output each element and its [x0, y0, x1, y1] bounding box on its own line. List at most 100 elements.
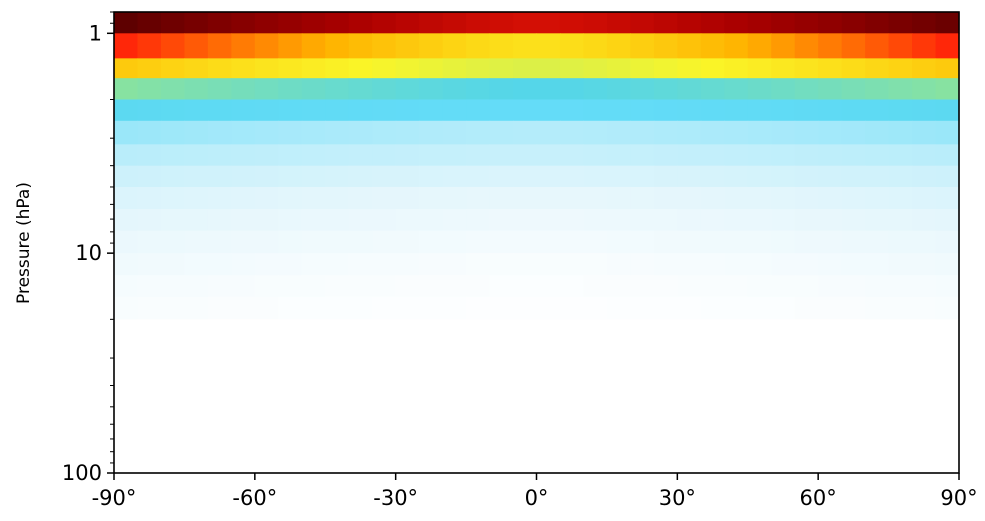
heatmap-cell	[301, 58, 326, 79]
heatmap-cell	[747, 144, 772, 167]
heatmap-cell	[466, 120, 491, 145]
heatmap-cell	[865, 296, 890, 320]
heatmap-cell	[395, 99, 420, 122]
heatmap-cell	[184, 275, 209, 298]
heatmap-cell	[466, 253, 491, 276]
heatmap-cell	[513, 120, 538, 145]
heatmap-cell	[466, 209, 491, 232]
heatmap-cell	[935, 165, 960, 188]
heatmap-cell	[184, 120, 209, 145]
heatmap-cell	[184, 165, 209, 188]
heatmap-cell	[348, 253, 373, 276]
heatmap-cell	[606, 296, 631, 320]
heatmap-cell	[559, 99, 585, 122]
heatmap-cell	[677, 165, 702, 188]
heatmap-cell	[888, 12, 913, 34]
heatmap-cell	[677, 253, 702, 276]
heatmap-cell	[559, 165, 585, 188]
heatmap-cell	[606, 78, 631, 101]
heatmap-cell	[700, 99, 725, 122]
heatmap-cell	[442, 33, 467, 59]
heatmap-cell	[395, 275, 420, 298]
heatmap-cell	[912, 186, 937, 210]
heatmap-cell	[747, 209, 772, 232]
heatmap-cell	[653, 58, 678, 79]
heatmap-cell	[724, 99, 749, 122]
heatmap-cell	[818, 230, 843, 254]
heatmap-cell	[325, 296, 350, 320]
heatmap-cell	[254, 230, 279, 254]
heatmap-cell	[184, 253, 209, 276]
heatmap-cell	[818, 275, 843, 298]
heatmap-cell	[935, 120, 960, 145]
heatmap-cell	[207, 209, 232, 232]
heatmap-cell	[747, 186, 772, 210]
heatmap-cell	[372, 230, 397, 254]
heatmap-cell	[489, 230, 514, 254]
heatmap-cell	[466, 296, 491, 320]
heatmap-cell	[606, 144, 631, 167]
heatmap-cell	[771, 275, 796, 298]
heatmap-cell	[677, 58, 702, 79]
heatmap-cell	[865, 186, 890, 210]
heatmap-cell	[536, 144, 561, 167]
heatmap-cell	[301, 296, 326, 320]
heatmap-cell	[489, 296, 514, 320]
heatmap-cell	[841, 58, 866, 79]
heatmap-cell	[395, 230, 420, 254]
heatmap-cell	[301, 33, 326, 59]
heatmap-cell	[442, 144, 467, 167]
heatmap-cell	[184, 230, 209, 254]
heatmap-cell	[677, 12, 702, 34]
heatmap-cell	[818, 253, 843, 276]
heatmap-cell	[419, 165, 444, 188]
heatmap-cell	[583, 209, 608, 232]
heatmap-cell	[935, 33, 960, 59]
heatmap-cell	[794, 120, 819, 145]
heatmap-cell	[114, 58, 139, 79]
heatmap-cell	[489, 144, 514, 167]
heatmap-cell	[559, 78, 585, 101]
heatmap-cell	[912, 144, 937, 167]
heatmap-cell	[466, 165, 491, 188]
heatmap-cell	[231, 319, 256, 474]
x-tick-label: 60°	[800, 486, 837, 510]
heatmap-cell	[513, 12, 538, 34]
heatmap-cell	[583, 186, 608, 210]
heatmap-cell	[630, 319, 655, 474]
heatmap-cell	[325, 12, 350, 34]
heatmap-cell	[325, 165, 350, 188]
heatmap-cell	[935, 12, 960, 34]
heatmap-cell	[841, 253, 866, 276]
heatmap-cell	[513, 144, 538, 167]
heatmap-cell	[724, 230, 749, 254]
heatmap-cell	[818, 99, 843, 122]
heatmap-cell	[419, 144, 444, 167]
heatmap-cell	[254, 12, 279, 34]
heatmap-cell	[747, 12, 772, 34]
heatmap-cell	[724, 275, 749, 298]
heatmap-cell	[536, 230, 561, 254]
heatmap-cell	[559, 33, 585, 59]
heatmap-cell	[653, 209, 678, 232]
heatmap-cell	[653, 120, 678, 145]
heatmap-cell	[771, 209, 796, 232]
heatmap-cell	[559, 186, 585, 210]
heatmap-cell	[254, 253, 279, 276]
heatmap-cell	[700, 275, 725, 298]
heatmap-cell	[442, 186, 467, 210]
heatmap-cell	[160, 144, 186, 167]
heatmap-cell	[630, 33, 655, 59]
heatmap-cell	[630, 230, 655, 254]
heatmap-cell	[865, 99, 890, 122]
heatmap-cell	[559, 230, 585, 254]
heatmap-cell	[419, 253, 444, 276]
heatmap-cell	[794, 253, 819, 276]
heatmap-cell	[700, 12, 725, 34]
heatmap-cell	[630, 120, 655, 145]
heatmap-cell	[935, 296, 960, 320]
heatmap-cell	[583, 78, 608, 101]
heatmap-cell	[559, 58, 585, 79]
heatmap-cell	[395, 186, 420, 210]
heatmap-cell	[442, 275, 467, 298]
